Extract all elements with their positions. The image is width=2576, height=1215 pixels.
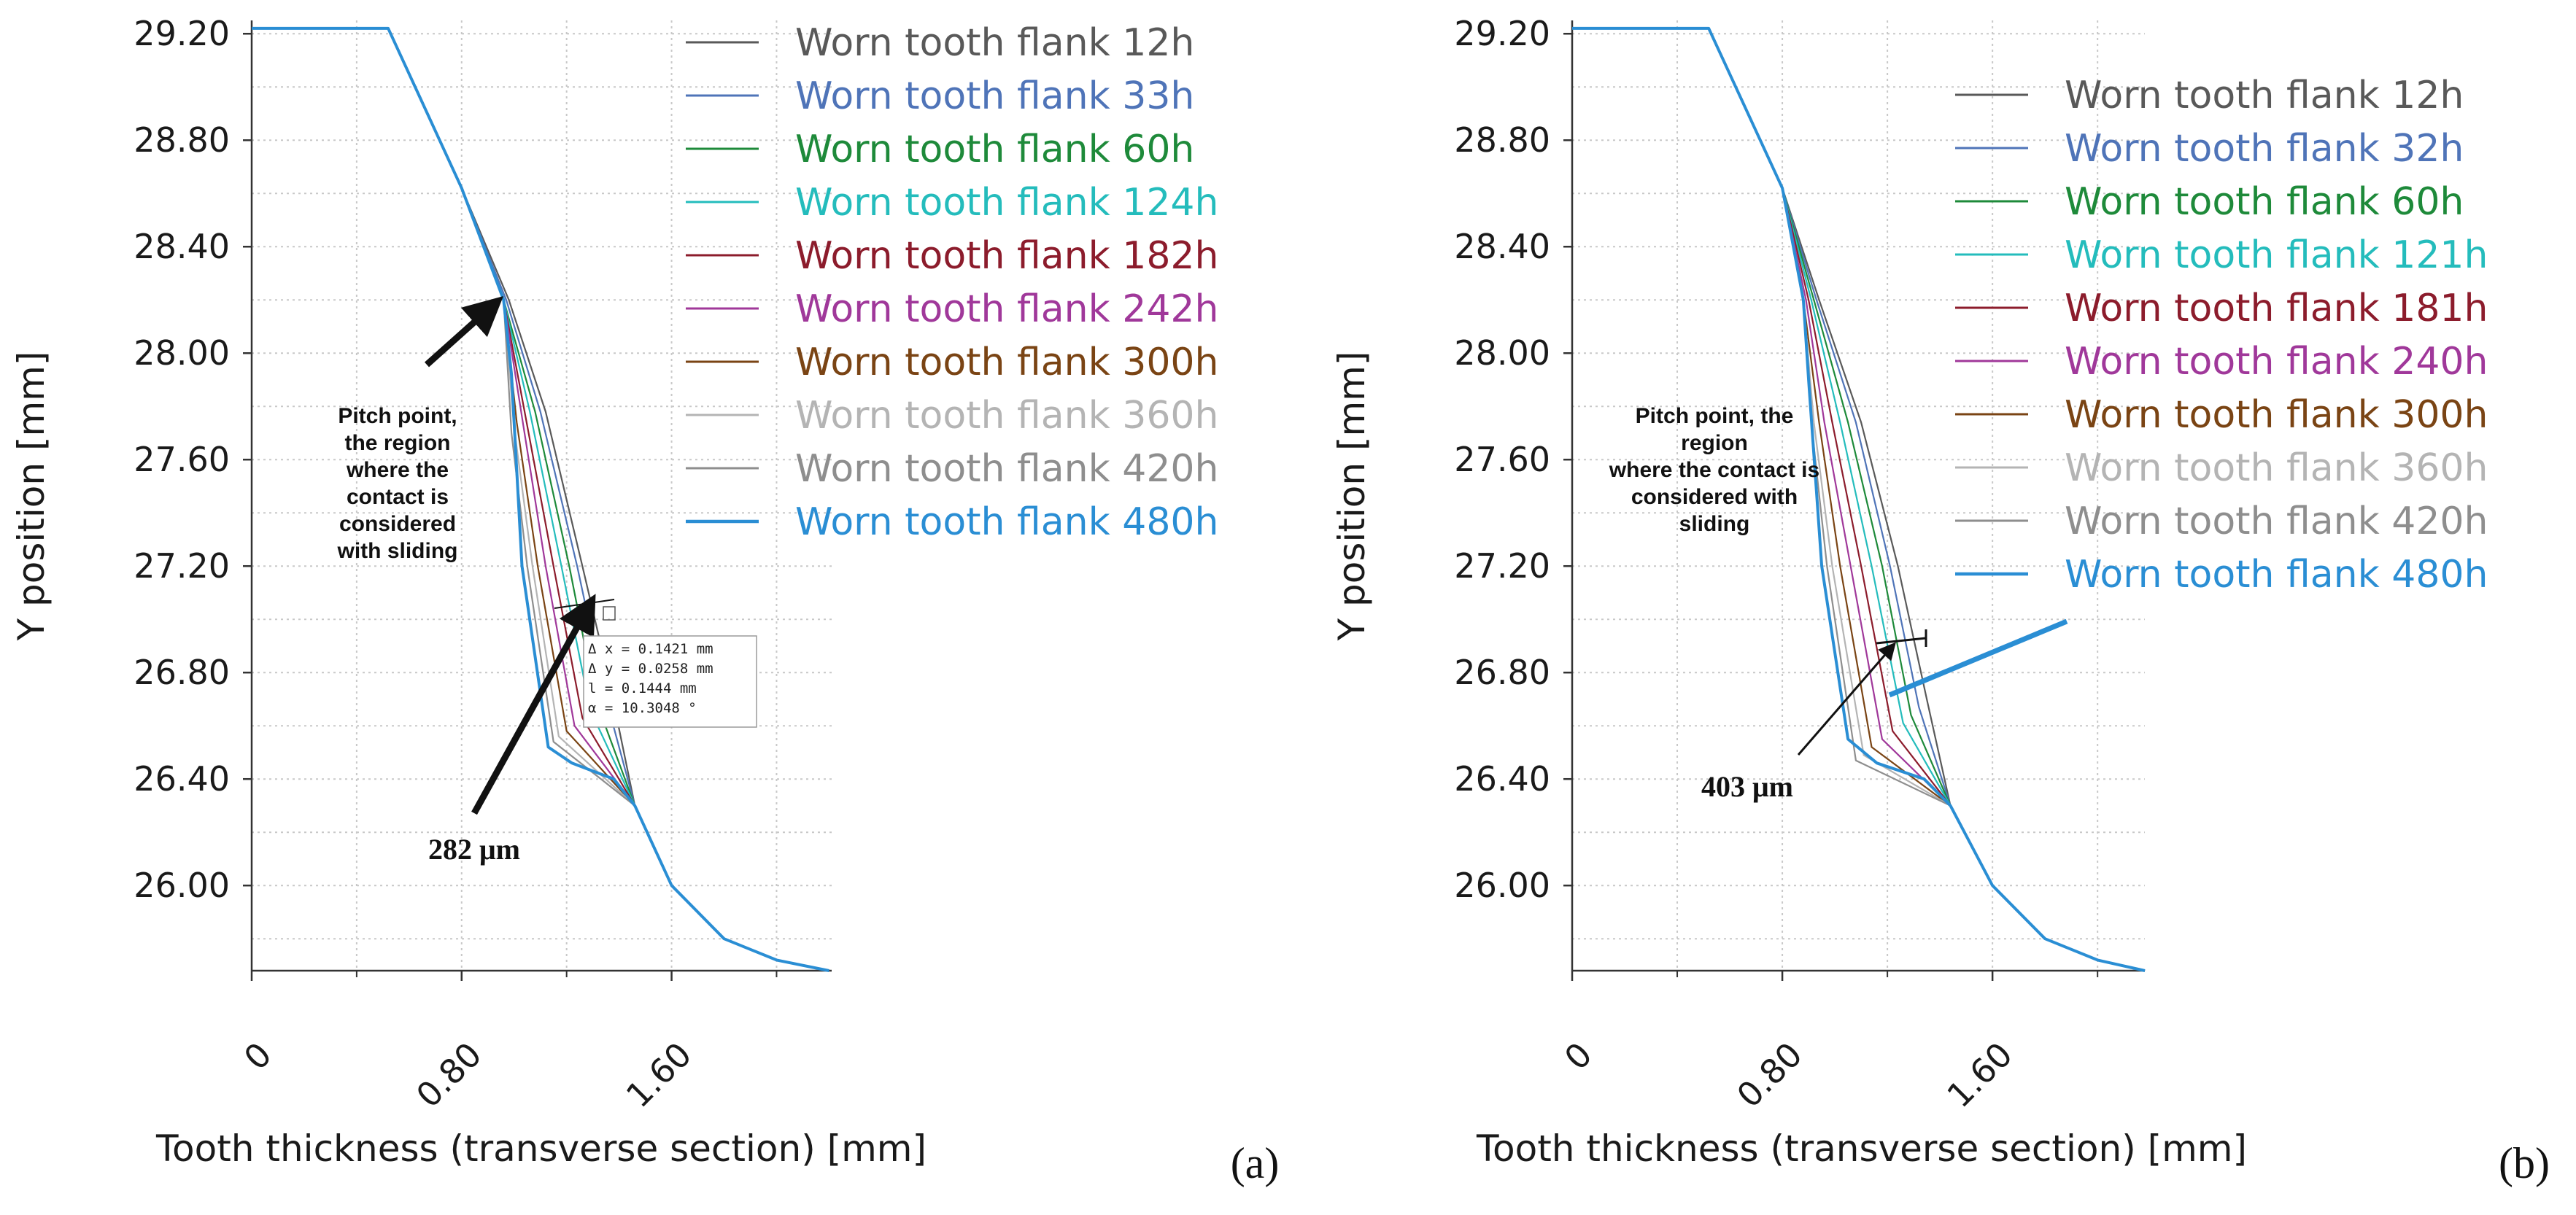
legend-label: Worn tooth flank 360h	[2065, 446, 2488, 490]
annotation-text: Pitch point, the	[1636, 404, 1794, 428]
chart-panel-a: 26.00 26.40 26.80 27.20 27.60 28.00 28.40 28.80…	[10, 14, 1279, 1187]
y-tick-label: 28.40	[1454, 227, 1550, 266]
legend-label: Worn tooth flank 121h	[2065, 233, 2488, 277]
annotation-text: where the	[346, 458, 449, 482]
y-tick-label: 27.60	[134, 440, 230, 479]
annotation-text: Pitch point,	[338, 404, 457, 428]
y-tick-label: 26.80	[1454, 653, 1550, 692]
y-tick-label: 26.00	[134, 866, 230, 905]
x-tick-label: 1.60	[619, 1035, 700, 1116]
legend-label: Worn tooth flank 360h	[795, 394, 1218, 438]
legend-label: Worn tooth flank 12h	[795, 21, 1194, 65]
measurement-label: 282 μm	[428, 833, 520, 866]
annotation-text: sliding	[1679, 512, 1750, 536]
x-tick-label: 0	[236, 1035, 279, 1078]
legend-pointer-line	[1888, 618, 2068, 698]
series-line	[252, 26, 829, 972]
y-tick-label: 27.60	[1454, 440, 1550, 479]
legend-label: Worn tooth flank 480h	[2065, 553, 2488, 597]
y-tick-label: 28.80	[1454, 120, 1550, 160]
y-tick-label: 26.40	[134, 759, 230, 799]
measurement-box	[583, 635, 757, 728]
y-tick-label: 28.00	[1454, 333, 1550, 373]
measurement-box-text: l = 0.1444 mm	[588, 680, 697, 696]
legend-label: Worn tooth flank 300h	[2065, 393, 2488, 437]
panel-label: (b)	[2499, 1139, 2550, 1187]
x-tick-label: 1.60	[1939, 1035, 2020, 1116]
y-tick-label: 26.80	[134, 653, 230, 692]
legend-label: Worn tooth flank 480h	[795, 500, 1218, 544]
series-line	[252, 27, 829, 972]
annotation-text: contact is	[347, 485, 449, 509]
x-axis-title: Tooth thickness (transverse section) [mm…	[155, 1127, 927, 1170]
legend-label: Worn tooth flank 240h	[2065, 340, 2488, 384]
measurement-box-text: α = 10.3048 °	[588, 700, 697, 716]
y-tick-label: 26.00	[1454, 866, 1550, 905]
legend-label: Worn tooth flank 32h	[2065, 127, 2464, 171]
measure-bracket-line	[554, 599, 615, 609]
panel-label: (a)	[1231, 1139, 1280, 1187]
legend-label: Worn tooth flank 12h	[2065, 74, 2464, 117]
y-tick-label: 28.40	[134, 227, 230, 266]
legend-label: Worn tooth flank 33h	[795, 74, 1194, 118]
annotation-arrow	[424, 295, 504, 368]
annotation-text: the region	[344, 431, 450, 455]
x-tick-label: 0.80	[409, 1035, 490, 1116]
y-tick-label: 28.80	[134, 120, 230, 160]
y-tick-label: 29.20	[134, 14, 230, 53]
chart-panel-b: 26.00 26.40 26.80 27.20 27.60 28.00 28.40 28.80…	[1331, 14, 2550, 1187]
y-tick-label: 27.20	[1454, 546, 1550, 586]
annotation-arrow	[1797, 642, 1896, 756]
legend-label: Worn tooth flank 60h	[2065, 180, 2464, 224]
series-line	[1572, 26, 2146, 972]
legend-label: Worn tooth flank 300h	[795, 341, 1218, 384]
y-tick-label: 27.20	[134, 546, 230, 586]
annotation-text: with sliding	[337, 539, 458, 563]
x-tick-label: 0	[1557, 1035, 1600, 1078]
x-tick-label: 0.80	[1729, 1035, 1810, 1116]
measure-bracket-line	[1876, 637, 1927, 645]
legend-label: Worn tooth flank 242h	[795, 287, 1218, 331]
y-axis-title: Y position [mm]	[1331, 352, 1373, 642]
measurement-box-text: Δ y = 0.0258 mm	[588, 661, 713, 677]
legend-label: Worn tooth flank 420h	[795, 447, 1218, 491]
y-tick-label: 26.40	[1454, 759, 1550, 799]
y-tick-label: 29.20	[1454, 14, 1550, 53]
legend-label: Worn tooth flank 181h	[2065, 287, 2488, 330]
y-axis-title: Y position [mm]	[10, 352, 53, 642]
annotation-text: considered	[339, 512, 456, 536]
legend-label: Worn tooth flank 182h	[795, 234, 1218, 278]
y-tick-label: 28.00	[134, 333, 230, 373]
annotation-text: where the contact is	[1609, 458, 1819, 482]
x-axis-title: Tooth thickness (transverse section) [mm…	[1476, 1127, 2247, 1170]
legend-label: Worn tooth flank 420h	[2065, 500, 2488, 543]
measurement-label: 403 μm	[1701, 770, 1793, 803]
annotation-text: region	[1681, 431, 1748, 455]
annotation-arrow	[471, 594, 596, 815]
cursor-icon	[603, 606, 616, 621]
legend-label: Worn tooth flank 124h	[795, 181, 1218, 225]
measurement-box-text: Δ x = 0.1421 mm	[588, 641, 713, 657]
legend-label: Worn tooth flank 60h	[795, 128, 1194, 171]
annotation-text: considered with	[1631, 485, 1798, 509]
